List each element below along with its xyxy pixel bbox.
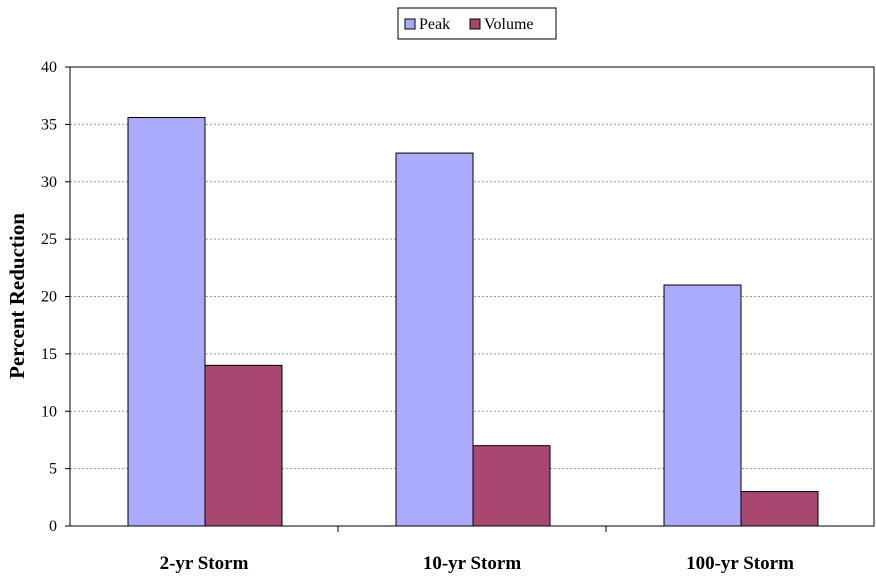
- y-tick-labels: 0 5 10 15 20 25 30 35 40: [41, 59, 57, 535]
- y-axis-label: Percent Reduction: [5, 213, 29, 379]
- x-category-label: 2-yr Storm: [160, 553, 249, 574]
- legend-label-volume: Volume: [484, 16, 533, 33]
- y-tick-label: 30: [41, 174, 57, 191]
- y-tick-label: 40: [41, 59, 57, 76]
- x-category-labels: 2-yr Storm 10-yr Storm 100-yr Storm: [160, 553, 794, 574]
- bar-peak-100-yr-storm: [663, 284, 742, 527]
- legend-swatch-peak: [404, 18, 416, 30]
- y-tick-label: 20: [41, 289, 57, 306]
- y-tick-label: 25: [41, 231, 57, 248]
- bars: [127, 116, 819, 527]
- bar-volume-2-yr-storm: [204, 364, 283, 527]
- bar-peak-2-yr-storm: [127, 116, 206, 527]
- y-tick-label: 10: [41, 403, 57, 420]
- x-category-label: 100-yr Storm: [686, 553, 794, 574]
- legend-swatch-volume: [469, 18, 481, 30]
- bar-peak-10-yr-storm: [395, 152, 474, 527]
- bar-volume-100-yr-storm: [740, 491, 819, 527]
- y-tick-label: 5: [49, 461, 57, 478]
- x-category-label: 10-yr Storm: [423, 553, 521, 574]
- y-tick-label: 15: [41, 346, 57, 363]
- legend: Peak Volume: [397, 7, 557, 40]
- y-tick-label: 0: [49, 518, 57, 535]
- axes: [65, 66, 875, 532]
- legend-label-peak: Peak: [419, 16, 450, 33]
- bar-volume-10-yr-storm: [472, 445, 551, 527]
- y-tick-label: 35: [41, 116, 57, 133]
